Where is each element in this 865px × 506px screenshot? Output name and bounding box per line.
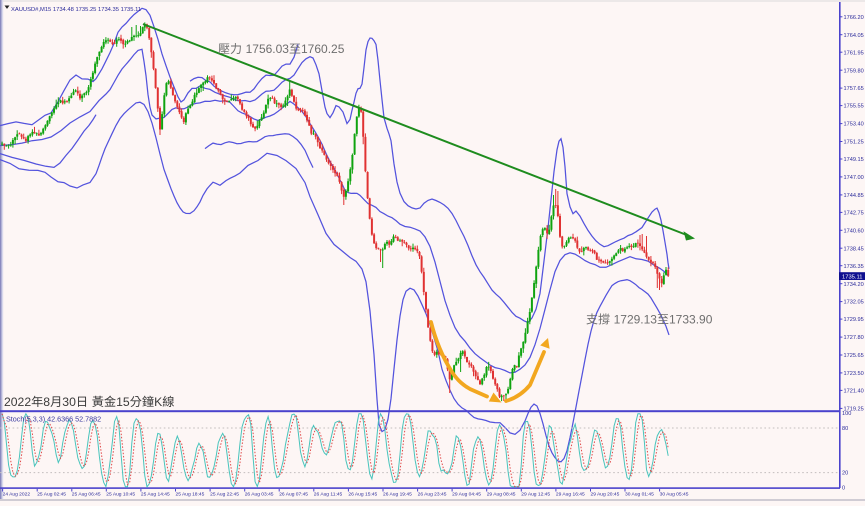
svg-text:1766.20: 1766.20 <box>844 15 864 21</box>
svg-text:25 Aug 18:45: 25 Aug 18:45 <box>176 491 205 497</box>
svg-text:XAUUSD#,M15 1734.48 1735.25 1: XAUUSD#,M15 1734.48 1735.25 1734.35 1735… <box>11 7 141 13</box>
svg-text:1738.45: 1738.45 <box>844 246 864 252</box>
svg-text:29 Aug 08:45: 29 Aug 08:45 <box>487 491 516 497</box>
svg-text:1761.95: 1761.95 <box>844 50 864 56</box>
svg-text:20: 20 <box>842 471 848 477</box>
svg-text:1757.65: 1757.65 <box>844 86 864 92</box>
svg-text:26 Aug 07:45: 26 Aug 07:45 <box>279 491 308 497</box>
svg-text:100: 100 <box>842 411 851 417</box>
svg-text:25 Aug 14:45: 25 Aug 14:45 <box>141 491 170 497</box>
svg-text:80: 80 <box>842 426 848 432</box>
svg-text:1742.75: 1742.75 <box>844 211 864 217</box>
svg-text:29 Aug 04:45: 29 Aug 04:45 <box>452 491 481 497</box>
svg-text:1725.65: 1725.65 <box>844 353 864 359</box>
svg-text:29 Aug 12:45: 29 Aug 12:45 <box>521 491 550 497</box>
svg-text:1732.05: 1732.05 <box>844 300 864 306</box>
svg-text:8: 8 <box>43 395 50 409</box>
svg-text:26 Aug 15:45: 26 Aug 15:45 <box>348 491 377 497</box>
svg-text:1723.50: 1723.50 <box>844 371 864 377</box>
svg-text:25 Aug 02:45: 25 Aug 02:45 <box>37 491 66 497</box>
svg-text:26 Aug 11:45: 26 Aug 11:45 <box>314 491 343 497</box>
svg-text:1756.03: 1756.03 <box>246 42 290 56</box>
svg-text:1744.85: 1744.85 <box>844 193 864 199</box>
svg-text:1735.11: 1735.11 <box>842 274 863 280</box>
svg-text:2022: 2022 <box>4 395 31 409</box>
svg-text:1719.25: 1719.25 <box>844 407 864 413</box>
svg-text:30 Aug 05:45: 30 Aug 05:45 <box>660 491 689 497</box>
svg-text:1749.15: 1749.15 <box>844 157 864 163</box>
svg-text:29 Aug 20:45: 29 Aug 20:45 <box>591 491 620 497</box>
svg-text:0: 0 <box>842 486 845 492</box>
svg-text:1740.60: 1740.60 <box>844 228 864 234</box>
svg-text:K: K <box>154 395 162 409</box>
svg-text:15: 15 <box>116 395 130 409</box>
svg-text:1729.13: 1729.13 <box>614 313 658 327</box>
svg-text:1747.00: 1747.00 <box>844 175 864 181</box>
svg-text:1721.40: 1721.40 <box>844 389 864 395</box>
svg-text:25 Aug 06:45: 25 Aug 06:45 <box>72 491 101 497</box>
svg-text:1755.55: 1755.55 <box>844 104 864 110</box>
svg-text:1727.80: 1727.80 <box>844 335 864 341</box>
svg-text:1760.25: 1760.25 <box>301 42 345 56</box>
svg-text:24 Aug 2022: 24 Aug 2022 <box>3 491 31 497</box>
svg-text:1729.95: 1729.95 <box>844 317 864 323</box>
svg-text:29 Aug 16:45: 29 Aug 16:45 <box>556 491 585 497</box>
svg-text:26 Aug 23:45: 26 Aug 23:45 <box>418 491 447 497</box>
svg-text:25 Aug 10:45: 25 Aug 10:45 <box>106 491 135 497</box>
svg-text:1736.35: 1736.35 <box>844 264 864 270</box>
svg-text:30: 30 <box>62 395 76 409</box>
svg-text:25 Aug 22:45: 25 Aug 22:45 <box>210 491 239 497</box>
svg-text:30 Aug 01:45: 30 Aug 01:45 <box>625 491 654 497</box>
svg-text:26 Aug 19:45: 26 Aug 19:45 <box>383 491 412 497</box>
svg-text:1734.20: 1734.20 <box>844 282 864 288</box>
svg-text:1733.90: 1733.90 <box>669 313 713 327</box>
svg-text:1753.40: 1753.40 <box>844 122 864 128</box>
svg-text:1764.05: 1764.05 <box>844 33 864 39</box>
svg-text:1759.80: 1759.80 <box>844 68 864 74</box>
svg-text:26 Aug 03:45: 26 Aug 03:45 <box>245 491 274 497</box>
svg-text:1751.25: 1751.25 <box>844 140 864 146</box>
svg-text:Stoch(5,3,3) 42.6366 52.7882: Stoch(5,3,3) 42.6366 52.7882 <box>6 415 101 424</box>
